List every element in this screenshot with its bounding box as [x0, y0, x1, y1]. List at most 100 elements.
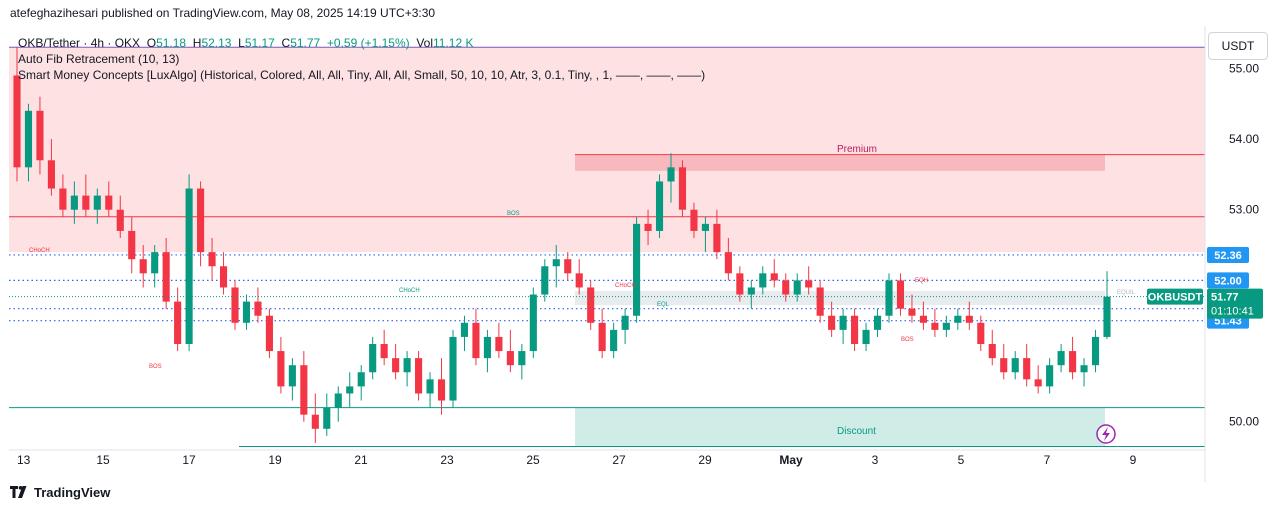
price-tag[interactable]	[1207, 246, 1249, 263]
premium-box	[575, 154, 1105, 171]
candle	[242, 294, 251, 330]
tradingview-logo-text: TradingView	[34, 484, 111, 500]
indicator-smc[interactable]: Smart Money Concepts [LuxAlgo] (Historic…	[18, 68, 706, 82]
candle	[288, 358, 296, 401]
candle-body	[610, 329, 618, 352]
candle	[483, 329, 491, 373]
chart-legend: OKB/Tether · 4h · OKX O51.18 H52.13 L51.…	[18, 35, 705, 83]
candle-body	[197, 188, 205, 253]
candle-body	[518, 351, 526, 366]
candle-body	[564, 259, 572, 274]
lightning-icon[interactable]	[1096, 424, 1116, 444]
candle	[47, 139, 55, 196]
candle-body	[896, 280, 905, 309]
chart-area[interactable]: Premium Discount BOS BOS BOS CHoCH CHoCH CHoCH E…	[9, 26, 1271, 482]
x-tick-label: 9	[1130, 453, 1137, 467]
candle	[208, 238, 216, 281]
symbol-tag[interactable]	[1147, 288, 1203, 305]
candle	[323, 393, 331, 436]
candle-body	[816, 287, 824, 316]
candle-body	[162, 252, 170, 302]
smc-label-bos: BOS	[149, 364, 162, 370]
candle	[965, 301, 973, 330]
candle-body	[747, 287, 755, 295]
candle	[575, 259, 583, 295]
legend-open-label: O	[146, 36, 157, 50]
candle-body	[82, 195, 90, 210]
legend-symbol[interactable]: OKB/Tether · 4h · OKX	[18, 36, 141, 50]
candle-body	[908, 308, 916, 316]
candle	[185, 174, 193, 352]
y-tick-label: 50.00	[1229, 415, 1259, 429]
candle	[1034, 365, 1042, 394]
candle-body	[701, 223, 709, 231]
candle	[541, 259, 549, 302]
candle-body	[380, 344, 388, 359]
candle-body	[862, 329, 870, 344]
candle-body	[575, 273, 583, 288]
candle	[460, 315, 469, 352]
candle-body	[885, 280, 893, 316]
candle	[403, 351, 411, 387]
legend-low: 51.17	[244, 36, 275, 50]
price-tag-label: 52.36	[1214, 250, 1242, 262]
candlestick-chart[interactable]: Premium Discount BOS BOS BOS CHoCH CHoCH CHoCH E…	[9, 26, 1271, 482]
candle-body	[655, 181, 664, 231]
candle	[105, 181, 113, 217]
legend-low-label: L	[238, 36, 245, 50]
tradingview-logo[interactable]: TradingView	[10, 484, 110, 500]
candle-body	[277, 351, 285, 387]
candle	[311, 393, 319, 443]
candle	[862, 322, 870, 352]
smc-label-bos: BOS	[901, 337, 914, 343]
candle	[1080, 358, 1088, 387]
candle-body	[265, 315, 273, 352]
candle	[357, 365, 365, 401]
candle-body	[1011, 358, 1019, 373]
candle	[151, 245, 159, 288]
candle-body	[185, 188, 193, 344]
currency-button[interactable]: USDT	[1208, 32, 1268, 60]
candle-body	[483, 336, 491, 359]
x-tick-label: 23	[440, 453, 454, 467]
candle	[564, 252, 572, 281]
candle	[128, 216, 136, 274]
candle-body	[839, 315, 847, 330]
candle-body	[633, 223, 641, 316]
candle-body	[965, 315, 973, 323]
candle-body	[506, 351, 514, 366]
candle-body	[770, 273, 778, 281]
candle-body	[437, 379, 446, 401]
candle-body	[1046, 365, 1054, 387]
tradingview-logo-icon	[10, 486, 27, 498]
y-tick-label: 53.00	[1229, 203, 1259, 217]
candle	[277, 336, 285, 394]
candle-body	[208, 252, 216, 267]
candle	[552, 245, 560, 288]
candle	[782, 273, 790, 302]
candle	[82, 174, 90, 217]
candle	[713, 209, 721, 260]
candle-body	[254, 301, 262, 316]
legend-close-label: C	[281, 36, 291, 50]
candle-body	[873, 315, 882, 330]
candle	[770, 259, 778, 288]
candle	[873, 308, 882, 337]
candle-body	[541, 266, 549, 295]
candle-body	[128, 230, 136, 260]
price-tag[interactable]	[1207, 272, 1249, 289]
candle	[610, 322, 618, 359]
candle	[954, 308, 962, 330]
candle	[13, 47, 21, 182]
candle	[392, 344, 400, 380]
candle-body	[851, 315, 859, 344]
candle	[1057, 344, 1065, 373]
candle	[759, 266, 767, 295]
candle	[415, 351, 423, 401]
price-tag-label: 51.43	[1214, 316, 1242, 328]
last-price-tag[interactable]	[1207, 288, 1263, 319]
indicator-fib[interactable]: Auto Fib Retracement (10, 13)	[18, 52, 180, 66]
candle	[839, 308, 847, 344]
candle	[919, 301, 927, 330]
smc-label-bos: BOS	[507, 211, 520, 217]
